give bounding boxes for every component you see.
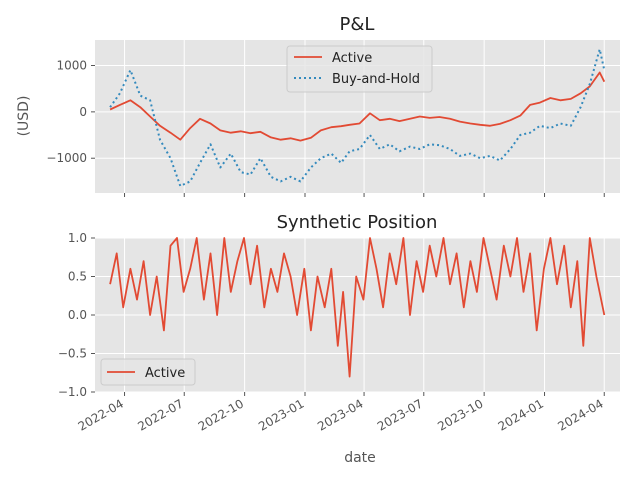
position-legend: Active: [100, 358, 196, 386]
position-title: Synthetic Position: [277, 212, 438, 233]
pnl-axes: 1000 0 −1000 P&L (USD) Active Buy-and-Hold: [16, 14, 620, 197]
x-axis-label: date: [344, 450, 376, 466]
pnl-x-ticks: [124, 193, 605, 197]
series-line-active: [109, 71, 606, 142]
y-tick-label: 0.0: [68, 308, 87, 322]
x-tick-label: 2023-04: [315, 396, 365, 433]
position-x-ticks: 2022-04 2022-07 2022-10 2023-01 2023-04 2023-…: [76, 392, 606, 434]
x-tick-label: 2022-10: [196, 396, 246, 433]
position-legend-box: [100, 358, 196, 386]
series-line-active: [109, 237, 606, 378]
legend-active-label: Active: [332, 51, 372, 66]
legend-buy-and-hold-label: Buy-and-Hold: [332, 72, 420, 87]
x-tick-label: 2023-01: [256, 396, 306, 433]
legend-active-label: Active: [145, 366, 185, 381]
position-axes: 2022-04 2022-07 2022-10 2023-01 2023-04 2023-…: [58, 212, 620, 466]
x-tick-label: 2024-01: [496, 396, 546, 433]
y-tick-label: 0: [79, 105, 87, 119]
y-tick-label: 1.0: [68, 231, 87, 245]
x-tick-label: 2023-10: [435, 396, 485, 433]
pnl-y-ticks: 1000 0 −1000: [46, 59, 95, 165]
pnl-lines: [109, 48, 606, 187]
y-tick-label: 0.5: [68, 270, 87, 284]
x-tick-label: 2022-07: [135, 396, 185, 433]
y-tick-label: 1000: [56, 59, 87, 73]
x-tick-label: 2023-07: [375, 396, 425, 433]
pnl-legend-box: [286, 45, 433, 93]
position-y-ticks: 1.0 0.5 0.0 −0.5 −1.0: [58, 231, 95, 399]
x-tick-label: 2022-04: [76, 396, 126, 433]
pnl-legend: Active Buy-and-Hold: [286, 45, 433, 93]
position-lines: [109, 237, 606, 378]
x-tick-label: 2024-04: [555, 396, 605, 433]
pnl-y-axis-label: (USD): [16, 96, 32, 137]
y-tick-label: −1.0: [58, 385, 87, 399]
y-tick-label: −1000: [46, 151, 87, 165]
pnl-title: P&L: [340, 14, 375, 35]
y-tick-label: −0.5: [58, 347, 87, 361]
